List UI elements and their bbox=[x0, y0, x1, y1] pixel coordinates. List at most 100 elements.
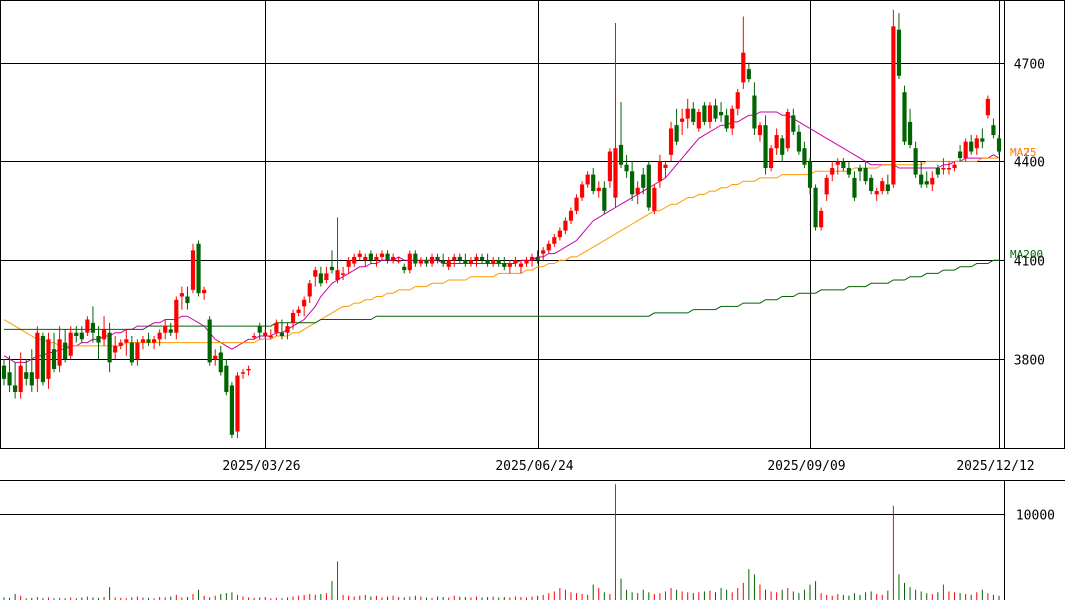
candle-body bbox=[124, 339, 129, 343]
candle-body bbox=[407, 253, 412, 271]
candle-body bbox=[35, 332, 40, 379]
candle-body bbox=[841, 161, 846, 168]
candle-body bbox=[535, 256, 540, 261]
candle-body bbox=[774, 135, 779, 149]
candle-body bbox=[885, 184, 890, 192]
candle-body bbox=[896, 29, 902, 76]
candle-body bbox=[324, 273, 329, 280]
price-tick-label: 4700 bbox=[1014, 58, 1045, 73]
candle-body bbox=[479, 256, 485, 261]
volume-panel: 10000 bbox=[0, 480, 1055, 600]
candle-body bbox=[385, 253, 390, 261]
candle-body bbox=[874, 191, 879, 195]
candle-body bbox=[496, 260, 501, 264]
candle-body bbox=[313, 270, 318, 277]
candle-body bbox=[113, 345, 118, 353]
candle-body bbox=[668, 128, 674, 155]
candle-body bbox=[474, 256, 479, 261]
candle-body bbox=[702, 105, 707, 122]
candle-body bbox=[557, 230, 562, 238]
candle-body bbox=[657, 161, 663, 182]
candle-body bbox=[24, 372, 29, 379]
candle-body bbox=[958, 151, 963, 159]
candle-body bbox=[524, 260, 529, 264]
candle-body bbox=[624, 164, 629, 172]
candle-body bbox=[213, 355, 218, 360]
candle-body bbox=[352, 256, 357, 264]
candle-body bbox=[202, 289, 207, 294]
candle-body bbox=[163, 326, 168, 333]
candle-body bbox=[235, 375, 240, 432]
date-tick-label: 2025/12/12 bbox=[956, 459, 1034, 474]
ma75-label: MA75 bbox=[1010, 146, 1037, 159]
candle-body bbox=[919, 174, 924, 185]
candle-body bbox=[546, 243, 551, 251]
candle-body bbox=[402, 266, 407, 271]
candle-body bbox=[418, 260, 423, 264]
candle-body bbox=[85, 319, 90, 333]
candle-body bbox=[974, 138, 979, 149]
date-tick-label: 2025/03/26 bbox=[222, 459, 300, 474]
candle-body bbox=[913, 148, 918, 175]
candle-body bbox=[463, 260, 468, 264]
candle-body bbox=[835, 161, 840, 165]
candle-body bbox=[391, 256, 396, 261]
date-tick-label: 2025/06/24 bbox=[495, 459, 573, 474]
candle-body bbox=[680, 118, 685, 122]
candle-body bbox=[924, 181, 929, 185]
candle-body bbox=[752, 95, 757, 129]
candle-body bbox=[491, 260, 496, 264]
candle-body bbox=[691, 108, 696, 122]
ma200-label: MA200 bbox=[1010, 248, 1043, 261]
candle-body bbox=[591, 174, 596, 192]
candle-body bbox=[696, 112, 701, 129]
candle-body bbox=[218, 352, 223, 373]
candle-body bbox=[118, 342, 123, 346]
ma25-line bbox=[3, 111, 1000, 363]
price-tick-label: 4100 bbox=[1014, 255, 1045, 270]
candle-body bbox=[413, 253, 418, 264]
candle-body bbox=[46, 339, 51, 379]
candle-body bbox=[568, 210, 574, 221]
candle-body bbox=[40, 336, 45, 383]
candle-body bbox=[374, 256, 379, 261]
candle-body bbox=[229, 385, 234, 435]
candle-body bbox=[985, 98, 990, 116]
candle-body bbox=[363, 256, 368, 261]
candle-body bbox=[290, 312, 296, 323]
candle-body bbox=[340, 273, 346, 275]
candle-body bbox=[907, 121, 913, 145]
candle-body bbox=[441, 260, 446, 264]
candle-body bbox=[257, 326, 262, 333]
candle-body bbox=[151, 339, 157, 343]
ma75-line bbox=[3, 157, 999, 347]
candle-body bbox=[952, 164, 957, 168]
candle-body bbox=[174, 299, 179, 333]
candle-body bbox=[263, 332, 268, 336]
candle-body bbox=[335, 270, 340, 280]
candle-body bbox=[941, 168, 946, 170]
candle-body bbox=[429, 256, 435, 264]
date-axis: 2025/03/26 2025/06/24 2025/09/09 2025/12/12 bbox=[0, 459, 1065, 481]
candle-body bbox=[757, 125, 763, 136]
candle-body bbox=[157, 332, 162, 340]
candle-body bbox=[307, 283, 312, 297]
candle-body bbox=[674, 125, 679, 142]
candle-body bbox=[507, 263, 512, 267]
ma200-line bbox=[4, 259, 999, 330]
candle-body bbox=[846, 168, 852, 175]
candle-body bbox=[74, 332, 79, 336]
candle-body bbox=[140, 339, 146, 343]
candle-body bbox=[146, 339, 151, 343]
candle-body bbox=[424, 260, 429, 264]
price-frame bbox=[0, 0, 1065, 449]
candle-body bbox=[902, 92, 907, 142]
candle-body bbox=[302, 299, 307, 307]
candle-body bbox=[991, 125, 996, 136]
candle-body bbox=[541, 250, 546, 254]
candle-body bbox=[96, 336, 101, 343]
candle-body bbox=[763, 125, 768, 168]
candle-body bbox=[285, 326, 290, 333]
